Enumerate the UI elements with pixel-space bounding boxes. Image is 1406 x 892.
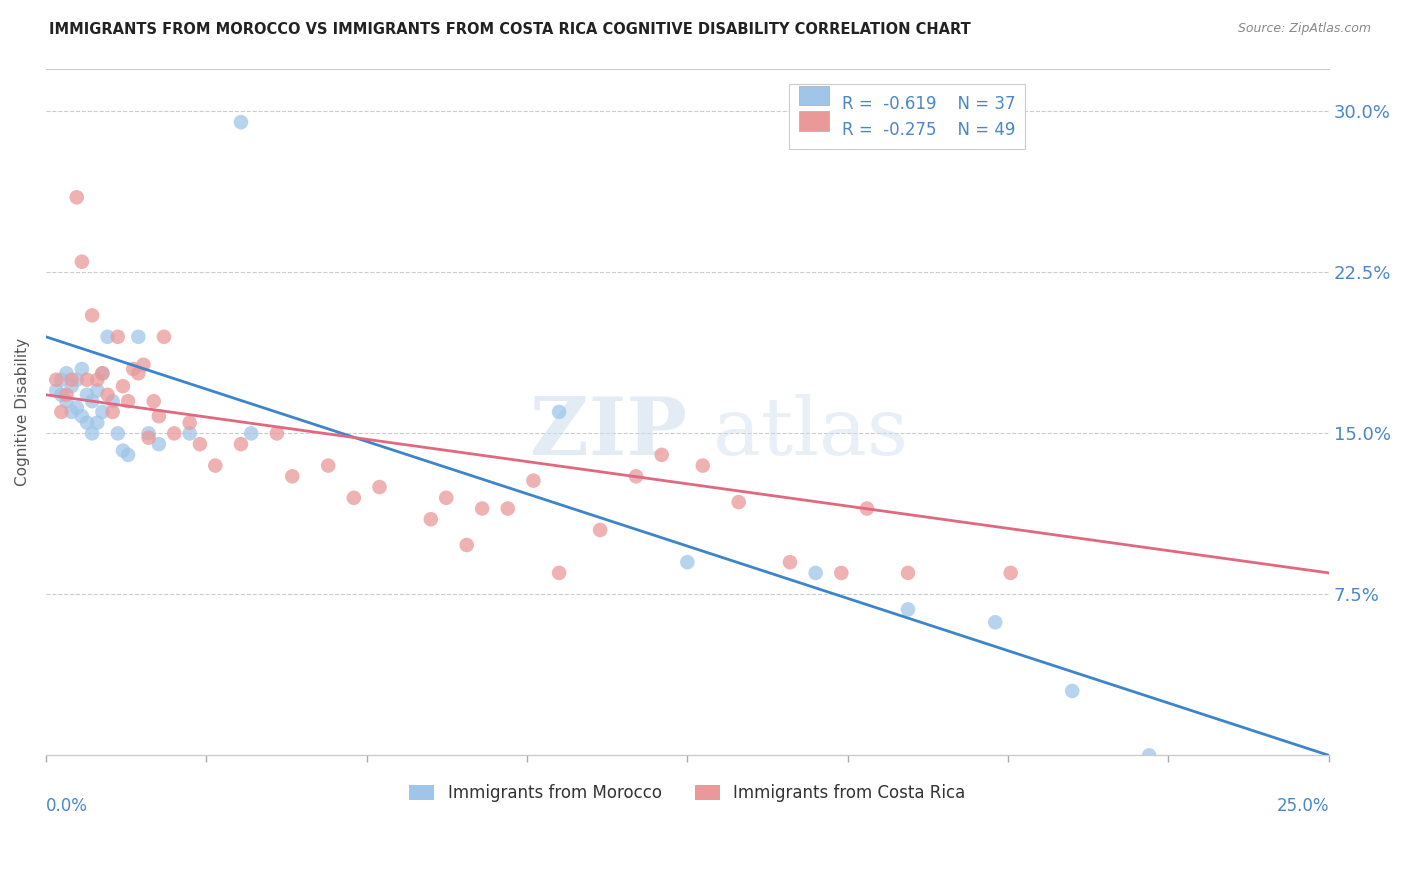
Y-axis label: Cognitive Disability: Cognitive Disability	[15, 338, 30, 486]
Point	[1137, 748, 1160, 763]
Point	[76, 388, 98, 402]
Point	[45, 373, 67, 387]
Point	[471, 501, 494, 516]
Point	[76, 373, 98, 387]
Point	[91, 366, 114, 380]
Point	[70, 362, 93, 376]
Point	[316, 458, 339, 473]
Point	[66, 401, 89, 415]
Point	[1000, 566, 1022, 580]
Point	[45, 384, 67, 398]
Point	[179, 426, 201, 441]
Point	[1062, 684, 1084, 698]
Point	[434, 491, 457, 505]
Point	[76, 416, 98, 430]
Point	[86, 373, 108, 387]
Point	[624, 469, 647, 483]
Point	[111, 379, 134, 393]
Point	[727, 495, 749, 509]
Point	[984, 615, 1007, 630]
Point	[651, 448, 673, 462]
Point	[127, 366, 149, 380]
Point	[897, 566, 920, 580]
Point	[91, 366, 114, 380]
Point	[82, 394, 104, 409]
Point	[66, 373, 89, 387]
Text: 25.0%: 25.0%	[1277, 797, 1329, 814]
Point	[148, 409, 170, 424]
Point	[138, 431, 160, 445]
Point	[60, 379, 83, 393]
Point	[51, 373, 73, 387]
Point	[240, 426, 263, 441]
Point	[132, 358, 155, 372]
Text: atlas: atlas	[713, 393, 908, 472]
Point	[55, 394, 77, 409]
Point	[66, 190, 89, 204]
Point	[179, 416, 201, 430]
Text: ZIP: ZIP	[530, 393, 688, 472]
Point	[82, 309, 104, 323]
Point	[60, 373, 83, 387]
Point	[111, 443, 134, 458]
Point	[204, 458, 226, 473]
Point	[55, 388, 77, 402]
Point	[456, 538, 478, 552]
Point	[676, 555, 699, 569]
Point	[96, 388, 118, 402]
Point	[419, 512, 441, 526]
Point	[266, 426, 288, 441]
Point	[142, 394, 165, 409]
Text: IMMIGRANTS FROM MOROCCO VS IMMIGRANTS FROM COSTA RICA COGNITIVE DISABILITY CORRE: IMMIGRANTS FROM MOROCCO VS IMMIGRANTS FR…	[49, 22, 972, 37]
Point	[51, 388, 73, 402]
Point	[70, 254, 93, 268]
Point	[107, 426, 129, 441]
Text: Source: ZipAtlas.com: Source: ZipAtlas.com	[1237, 22, 1371, 36]
Text: 0.0%: 0.0%	[46, 797, 87, 814]
Point	[188, 437, 211, 451]
Point	[281, 469, 304, 483]
Point	[522, 474, 544, 488]
Point	[138, 426, 160, 441]
Point	[107, 330, 129, 344]
Point	[86, 416, 108, 430]
Point	[148, 437, 170, 451]
Point	[91, 405, 114, 419]
Point	[343, 491, 366, 505]
Point	[496, 501, 519, 516]
Point	[117, 394, 139, 409]
Point	[122, 362, 145, 376]
Point	[897, 602, 920, 616]
Point	[55, 366, 77, 380]
Point	[229, 437, 252, 451]
Point	[368, 480, 391, 494]
Point	[779, 555, 801, 569]
Point	[153, 330, 176, 344]
Point	[70, 409, 93, 424]
Point	[830, 566, 852, 580]
Point	[117, 448, 139, 462]
Point	[548, 566, 571, 580]
Point	[589, 523, 612, 537]
Point	[82, 426, 104, 441]
Point	[127, 330, 149, 344]
Point	[101, 405, 124, 419]
Point	[856, 501, 879, 516]
Point	[51, 405, 73, 419]
Point	[548, 405, 571, 419]
Point	[60, 405, 83, 419]
Point	[163, 426, 186, 441]
Point	[86, 384, 108, 398]
Point	[804, 566, 827, 580]
Legend: R =  -0.619    N = 37, R =  -0.275    N = 49: R = -0.619 N = 37, R = -0.275 N = 49	[789, 84, 1025, 149]
Point	[692, 458, 714, 473]
Point	[101, 394, 124, 409]
Point	[96, 330, 118, 344]
Point	[229, 115, 252, 129]
